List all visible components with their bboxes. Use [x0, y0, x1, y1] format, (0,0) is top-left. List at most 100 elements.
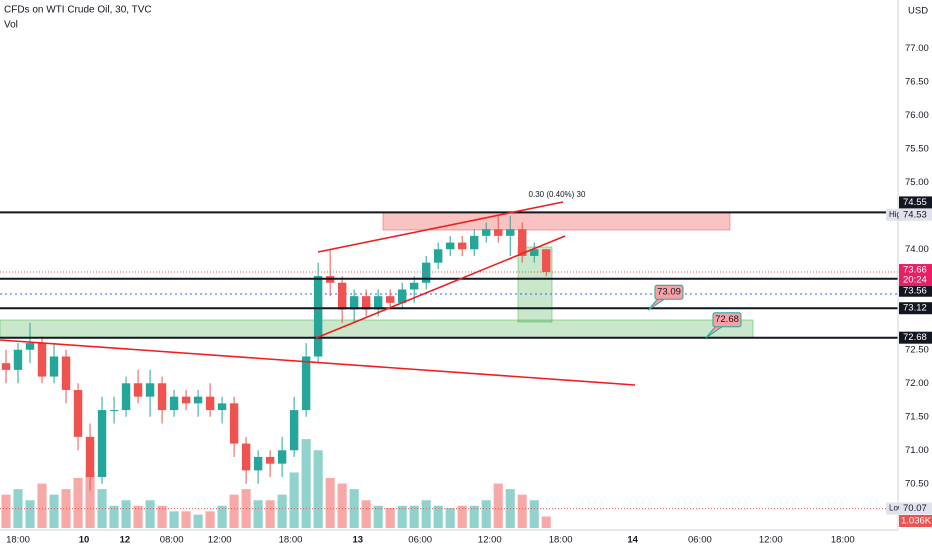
volume-bar — [409, 505, 419, 528]
callout-label: 73.09 — [657, 287, 681, 298]
volume-bar — [121, 500, 131, 528]
candle-body — [337, 282, 347, 310]
candle-body — [433, 249, 443, 263]
y-tick-label: 75.50 — [905, 143, 929, 154]
volume-label: 1.036K — [901, 516, 932, 527]
volume-bar — [217, 505, 227, 528]
volume-bar — [25, 500, 35, 528]
volume-bar — [385, 508, 395, 528]
volume-bar — [481, 500, 491, 528]
annotations: 0.30 (0.40%) 30 73.09 72.68 — [529, 190, 742, 339]
measure-label: 0.30 (0.40%) 30 — [529, 190, 586, 199]
candle-body — [241, 443, 251, 471]
volume-bar — [457, 505, 467, 528]
session-name: High — [889, 210, 905, 219]
x-tick-label: 14 — [627, 535, 638, 546]
callout-box — [712, 312, 742, 328]
candle-body — [25, 343, 35, 350]
x-tick-label: 12 — [120, 535, 131, 546]
y-tick-label: 71.00 — [905, 445, 929, 456]
volume-bar — [85, 472, 95, 528]
x-tick-label: 12:00 — [478, 535, 502, 546]
session-value: 74.53 — [903, 209, 927, 220]
candle-body — [61, 356, 71, 390]
levels — [0, 211, 898, 510]
candle-body — [530, 249, 539, 256]
candle-body — [277, 450, 287, 464]
candle-body — [229, 403, 239, 444]
volume-bar — [445, 508, 455, 528]
session-value: 70.07 — [903, 503, 927, 514]
level-label-box — [899, 284, 932, 297]
volume-bar — [529, 500, 539, 528]
candle-body — [37, 343, 47, 377]
volume-bar — [169, 511, 179, 528]
candle-body — [349, 296, 359, 310]
candle-body — [385, 296, 395, 303]
volume-bar — [313, 450, 323, 528]
candle-body — [373, 296, 383, 310]
candle-body — [217, 403, 227, 411]
y-tick-label: 72.50 — [905, 344, 929, 355]
candle-body — [1, 363, 11, 370]
level-label-box — [899, 302, 932, 315]
volume-pane — [1, 439, 551, 528]
session-name: Low — [889, 504, 904, 513]
candle-body — [518, 229, 527, 256]
volume-bar — [229, 494, 239, 528]
volume-bar — [133, 505, 143, 528]
x-tick-label: 18:00 — [6, 535, 30, 546]
x-tick-label: 18:00 — [549, 535, 573, 546]
callout-box — [654, 284, 684, 300]
trend-line — [315, 235, 566, 339]
candle-body — [542, 249, 551, 273]
candle-body — [133, 383, 143, 397]
candle-body — [181, 396, 191, 404]
level-label: 73.12 — [903, 303, 927, 314]
y-tick-label: 74.00 — [905, 244, 929, 255]
level-label: 73.56 — [903, 285, 927, 296]
x-axis: 18:00 10 12 08:00 12:00 18:00 13 06:00 12:00 18:0… — [6, 535, 855, 546]
x-tick-label: 13 — [352, 535, 363, 546]
volume-bar — [49, 494, 59, 528]
candle-body — [193, 396, 203, 404]
support-zone — [0, 319, 754, 339]
candle-body — [109, 410, 119, 412]
volume-box — [899, 515, 932, 527]
volume-bar — [253, 500, 263, 528]
candle-body — [482, 229, 491, 236]
y-tick-label: 72.00 — [905, 378, 929, 389]
candle-body — [49, 356, 59, 377]
volume-bar — [469, 505, 479, 528]
candle-body — [13, 349, 23, 370]
x-tick-label: 06:00 — [408, 535, 432, 546]
candle-body — [157, 383, 167, 411]
last-price-label: 73.66 — [903, 265, 927, 276]
level-label-box — [899, 331, 932, 344]
x-tick-label: 10 — [79, 535, 90, 546]
y-tick-label: 75.00 — [905, 177, 929, 188]
volume-bar — [493, 483, 503, 528]
volume-bar — [181, 511, 191, 528]
volume-bar — [277, 494, 287, 528]
value-box — [899, 502, 932, 515]
candle-body — [494, 229, 503, 236]
candle-body — [409, 282, 419, 290]
candle-body — [121, 383, 131, 411]
volume-bar — [421, 500, 431, 528]
candle-body — [169, 396, 179, 411]
volume-bar — [517, 494, 527, 528]
volume-bar — [337, 483, 347, 528]
level-label: 74.55 — [903, 197, 927, 208]
x-axis-bg — [0, 530, 932, 550]
x-tick-label: 08:00 — [160, 535, 184, 546]
candle-body — [85, 436, 95, 478]
volume-bar — [145, 500, 155, 528]
candle-body — [289, 410, 299, 451]
volume-bar — [397, 505, 407, 528]
candle-body — [506, 229, 515, 236]
y-tick-label: 70.50 — [905, 478, 929, 489]
candle-body — [145, 383, 155, 397]
